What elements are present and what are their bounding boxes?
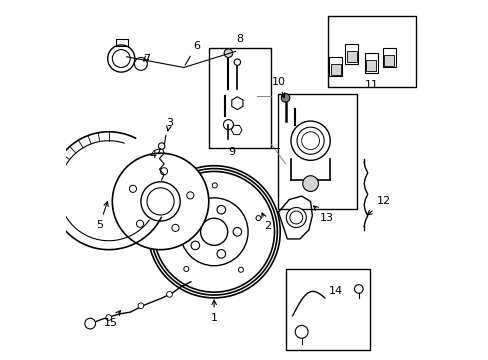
Circle shape	[295, 325, 307, 338]
Circle shape	[296, 127, 324, 154]
Circle shape	[151, 168, 277, 295]
Circle shape	[256, 216, 261, 221]
Bar	[346, 51, 356, 62]
Circle shape	[167, 214, 172, 219]
Circle shape	[84, 318, 95, 329]
Circle shape	[106, 315, 111, 320]
Text: 9: 9	[228, 147, 235, 157]
Circle shape	[224, 49, 232, 58]
Circle shape	[153, 171, 274, 292]
Circle shape	[129, 185, 136, 192]
Circle shape	[301, 132, 319, 150]
Circle shape	[172, 224, 179, 231]
Circle shape	[186, 192, 193, 199]
Circle shape	[141, 182, 180, 221]
Bar	[382, 48, 395, 67]
Circle shape	[212, 183, 217, 188]
Circle shape	[217, 249, 225, 258]
Circle shape	[290, 121, 329, 160]
Text: 10: 10	[271, 77, 285, 98]
Circle shape	[233, 228, 241, 236]
Bar	[328, 57, 341, 76]
Text: 6: 6	[185, 41, 200, 65]
Circle shape	[134, 58, 147, 70]
Circle shape	[112, 50, 130, 67]
Circle shape	[281, 94, 289, 102]
Circle shape	[223, 120, 233, 130]
Circle shape	[200, 218, 227, 246]
Circle shape	[107, 45, 135, 72]
Bar	[364, 53, 377, 73]
Circle shape	[302, 176, 318, 192]
Text: 3: 3	[165, 118, 173, 131]
Circle shape	[191, 214, 199, 222]
Circle shape	[112, 153, 208, 249]
Circle shape	[138, 303, 143, 309]
Text: 4: 4	[149, 149, 160, 160]
Circle shape	[354, 285, 363, 293]
Circle shape	[285, 207, 305, 228]
Circle shape	[238, 267, 243, 272]
Circle shape	[183, 266, 188, 271]
Circle shape	[160, 168, 167, 175]
Circle shape	[180, 198, 247, 266]
Text: 5: 5	[96, 202, 108, 230]
Text: 7: 7	[142, 54, 149, 64]
Text: 8: 8	[236, 34, 243, 44]
Circle shape	[217, 206, 225, 214]
Bar	[285, 269, 369, 350]
Circle shape	[147, 188, 174, 215]
Circle shape	[148, 166, 280, 298]
Circle shape	[136, 220, 143, 228]
Text: 15: 15	[103, 311, 120, 328]
Bar	[345, 44, 357, 64]
Text: 13: 13	[313, 206, 333, 222]
Text: 12: 12	[366, 197, 390, 215]
Bar	[366, 60, 376, 71]
Bar	[330, 64, 340, 75]
Text: 11: 11	[364, 80, 378, 90]
Bar	[328, 16, 415, 87]
Bar	[384, 55, 393, 66]
Bar	[208, 48, 271, 148]
Circle shape	[150, 192, 170, 211]
Text: 2: 2	[261, 213, 271, 231]
Circle shape	[191, 241, 199, 250]
Circle shape	[289, 211, 302, 224]
Circle shape	[158, 143, 164, 149]
Text: 1: 1	[210, 300, 217, 323]
Text: 14: 14	[328, 286, 342, 296]
Bar	[278, 94, 356, 208]
Circle shape	[234, 59, 240, 65]
Circle shape	[166, 292, 172, 297]
